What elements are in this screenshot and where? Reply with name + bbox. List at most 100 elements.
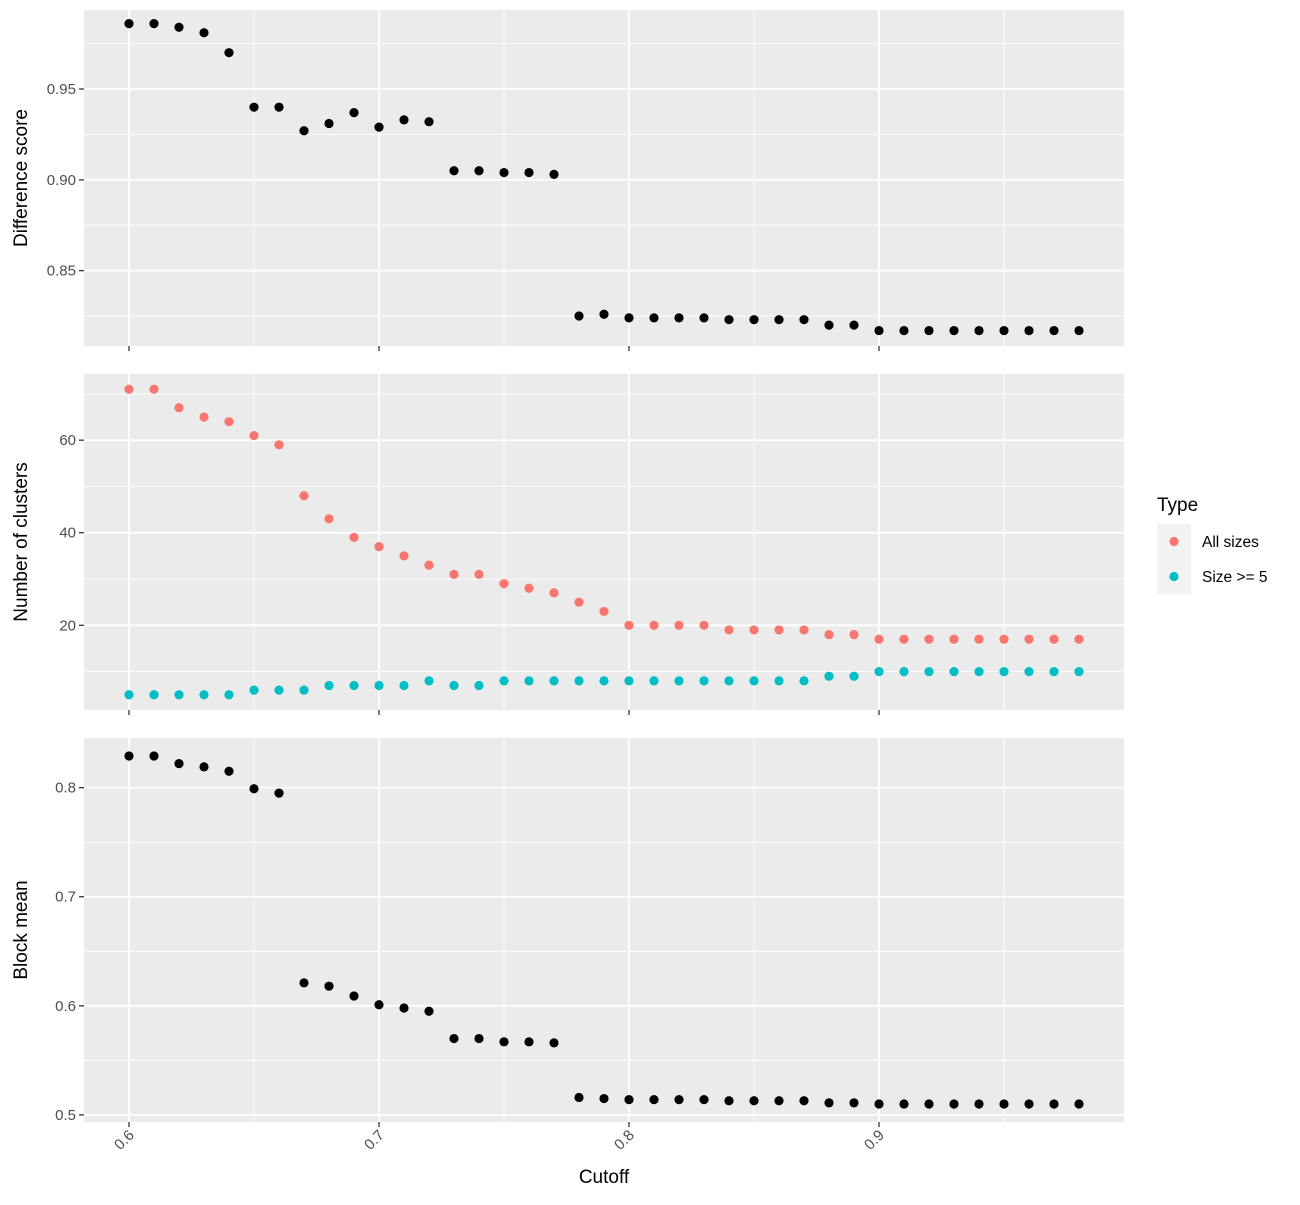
x-tick-label: 0.9: [861, 1127, 888, 1154]
data-point: [949, 1099, 959, 1109]
data-point: [774, 676, 784, 686]
data-point: [624, 676, 634, 686]
data-point: [324, 118, 334, 129]
data-point: [449, 1033, 459, 1044]
data-point: [224, 48, 234, 58]
data-point: [1024, 1099, 1034, 1109]
data-point: [799, 625, 809, 635]
data-point: [399, 551, 409, 561]
data-point: [199, 690, 209, 700]
data-point: [374, 1000, 384, 1010]
data-point: [449, 680, 459, 691]
data-point: [524, 167, 534, 178]
data-point: [574, 311, 584, 321]
data-point: [499, 676, 509, 686]
y-tick-label: 20: [59, 617, 76, 634]
data-point: [774, 315, 784, 325]
data-point: [824, 671, 834, 681]
data-point: [649, 1095, 659, 1105]
data-point: [424, 117, 434, 127]
data-point: [599, 309, 609, 319]
data-point: [549, 169, 559, 179]
data-point: [974, 1099, 984, 1109]
panel-background: [84, 738, 1124, 1122]
data-point: [199, 28, 209, 38]
data-point: [999, 634, 1009, 644]
data-point: [674, 676, 684, 686]
data-point: [799, 315, 809, 325]
data-point: [1074, 1099, 1084, 1109]
data-point: [149, 751, 159, 761]
data-point: [624, 1095, 634, 1105]
data-point: [249, 784, 259, 794]
data-point: [524, 676, 534, 686]
data-point: [299, 978, 309, 988]
data-point: [1024, 666, 1034, 677]
data-point: [474, 569, 484, 579]
data-point: [974, 325, 984, 336]
data-point: [274, 685, 284, 695]
data-point: [599, 676, 609, 686]
data-point: [449, 166, 459, 176]
data-point: [874, 666, 884, 677]
data-point: [449, 569, 459, 579]
data-point: [524, 1037, 534, 1047]
data-point: [574, 1092, 584, 1103]
data-point: [474, 166, 484, 176]
data-point: [699, 676, 709, 686]
data-point: [874, 325, 884, 336]
data-point: [349, 680, 359, 691]
y-tick-label: 0.5: [55, 1107, 76, 1124]
data-point: [374, 680, 384, 691]
data-point: [749, 1096, 759, 1106]
legend-label: All sizes: [1202, 534, 1259, 551]
data-point: [974, 634, 984, 644]
data-point: [1074, 666, 1084, 677]
data-point: [624, 620, 634, 630]
data-point: [224, 690, 234, 700]
data-point: [524, 583, 534, 593]
data-point: [174, 759, 184, 769]
data-point: [1024, 325, 1034, 336]
y-tick-label: 0.8: [55, 780, 76, 797]
panel-background: [84, 374, 1124, 710]
data-point: [699, 620, 709, 630]
data-point: [674, 1095, 684, 1105]
data-point: [124, 384, 134, 394]
data-point: [724, 625, 734, 635]
data-point: [349, 108, 359, 118]
data-point: [649, 620, 659, 630]
y-tick-label: 40: [59, 525, 76, 542]
legend-label: Size >= 5: [1202, 569, 1268, 586]
x-tick-label: 0.6: [111, 1127, 138, 1154]
data-point: [924, 634, 934, 644]
data-point: [899, 325, 909, 336]
data-point: [874, 634, 884, 644]
data-point: [124, 690, 134, 700]
y-axis-title: Difference score: [11, 109, 32, 247]
data-point: [924, 1099, 934, 1109]
data-point: [374, 122, 384, 132]
legend-marker: [1169, 571, 1179, 582]
data-point: [674, 620, 684, 630]
data-point: [649, 313, 659, 323]
x-tick-label: 0.8: [611, 1127, 638, 1154]
data-point: [174, 22, 184, 32]
data-point: [424, 1006, 434, 1016]
data-point: [124, 19, 134, 29]
data-point: [149, 19, 159, 29]
data-point: [124, 751, 134, 761]
data-point: [199, 762, 209, 772]
data-point: [149, 384, 159, 394]
data-point: [274, 788, 284, 798]
legend-title: Type: [1157, 495, 1198, 516]
data-point: [499, 167, 509, 178]
data-point: [899, 666, 909, 677]
data-point: [374, 542, 384, 552]
data-point: [824, 320, 834, 330]
data-point: [174, 403, 184, 413]
data-point: [324, 680, 334, 691]
data-point: [174, 690, 184, 700]
data-point: [299, 491, 309, 501]
